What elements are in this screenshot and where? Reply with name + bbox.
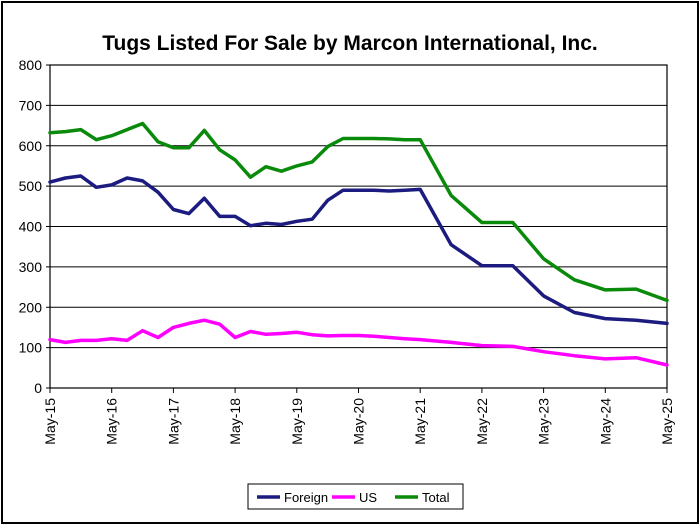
y-tick-label: 800 — [19, 57, 43, 73]
x-axis-ticks: May-15 May-16 May-17 May-18 May-19 May-20 May-… — [42, 388, 675, 445]
series-lines — [48, 121, 669, 367]
x-tick-label: May-22 — [474, 398, 490, 445]
y-tick-label: 400 — [19, 219, 43, 235]
y-tick-label: 0 — [34, 380, 42, 396]
x-tick-label: May-23 — [536, 398, 552, 445]
legend-label-us: US — [359, 490, 377, 505]
y-tick-label: 700 — [19, 97, 43, 113]
series-line-foreign — [48, 174, 669, 326]
x-tick-label: May-15 — [42, 398, 58, 445]
gridlines — [50, 104, 667, 349]
x-tick-label: May-17 — [165, 398, 181, 445]
y-axis-ticks: 0 100 200 300 400 500 600 700 800 — [19, 57, 50, 396]
x-tick-label: May-20 — [351, 398, 367, 445]
x-tick-label: May-24 — [597, 398, 613, 445]
legend: Foreign US Total — [247, 483, 464, 510]
x-tick-label: May-16 — [104, 398, 120, 445]
series-line-us — [48, 318, 669, 367]
y-tick-label: 200 — [19, 299, 43, 315]
x-tick-label: May-21 — [412, 398, 428, 445]
legend-box — [247, 483, 464, 510]
x-tick-label: May-25 — [659, 398, 675, 445]
x-tick-label: May-19 — [289, 398, 305, 445]
series-line-total — [48, 121, 669, 303]
legend-label-total: Total — [422, 490, 450, 505]
y-tick-label: 500 — [19, 178, 43, 194]
y-tick-label: 300 — [19, 259, 43, 275]
x-tick-label: May-18 — [227, 398, 243, 445]
legend-label-foreign: Foreign — [284, 490, 328, 505]
y-tick-label: 100 — [19, 340, 43, 356]
y-tick-label: 600 — [19, 138, 43, 154]
chart-title: Tugs Listed For Sale by Marcon Internati… — [102, 32, 598, 55]
